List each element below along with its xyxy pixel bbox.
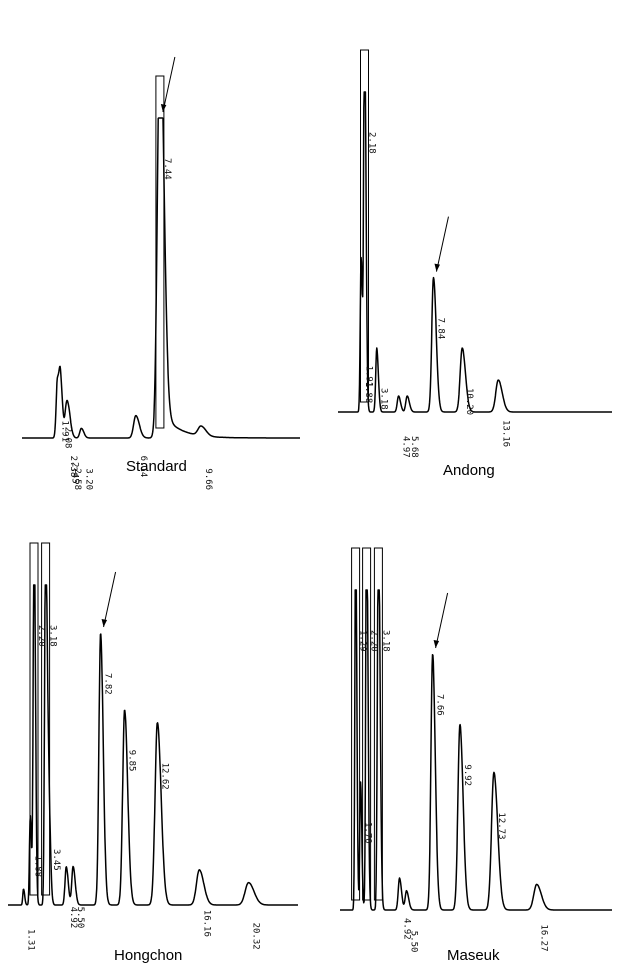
peak-label: 9.85 [127,750,137,772]
peak-label: 1.88 [363,382,373,404]
peak-label: 7.44 [162,158,172,180]
peak-label: 4.92 [68,907,78,929]
peak-label: 5.50 [75,907,85,929]
chromatogram-standard: Standard 1.912.08 2.382.452.58 3.20 6.14 7.4… [21,56,301,490]
peak-label: 13.16 [500,420,510,447]
offscale-peak-box [351,547,361,901]
peak-label: 4.92 [402,918,412,940]
peak-label: 16.16 [201,910,211,937]
peak-label: 12.73 [496,812,506,839]
arrowhead-icon [434,263,440,272]
chromatogram-trace [337,91,613,413]
peak-label: 1.29 [358,630,368,652]
peak-label: 3.20 [83,468,93,490]
peak-label: 5.68 [409,436,419,458]
peak-label: 6.14 [138,456,148,478]
peak-label: 2.08 [63,427,73,449]
peak-label: 1.91 [59,420,69,442]
panel-caption-hongchon: Hongchon [114,947,182,964]
peak-label: 2.18 [367,132,377,154]
peak-label: 9.92 [462,764,472,786]
offscale-peak-box [155,75,165,429]
panel-caption-maseuk: Maseuk [447,947,500,964]
chromatogram-maseuk: Maseuk 1.29 1.70 2.20 3.18 4.925.50 7.66 9.92 1… [339,547,613,964]
chromatogram-hongchon: Hongchon 1.31 1.88 2.20 3.18 3.45 4.925.50 7.8… [7,542,299,964]
peak-label: 7.66 [435,694,445,716]
peak-label: 1.31 [26,929,36,951]
peak-label: 4.97 [401,436,411,458]
peak-label: 2.20 [369,630,379,652]
chromatogram-trace [339,589,613,911]
peak-label: 20.32 [251,923,261,950]
panel-caption-andong: Andong [443,462,495,479]
peak-label: 1.70 [363,822,373,844]
peak-label: 5.50 [409,931,419,953]
peak-label: 2.20 [36,625,46,647]
arrowhead-icon [433,640,440,648]
chromatogram-trace [21,117,301,439]
peak-label: 1.91 [363,366,373,388]
peak-label: 3.18 [379,388,389,410]
peak-label: 2.58 [72,468,82,490]
peak-label: 2.45 [69,462,79,484]
peak-label: 7.84 [436,318,446,340]
peak-label: 16.27 [539,924,549,951]
offscale-peak-box [41,542,51,896]
peak-label: 2.38 [68,456,78,478]
arrowhead-icon [101,619,108,627]
peak-label: 3.18 [380,630,390,652]
offscale-peak-box [360,49,369,403]
chromatogram-trace [7,584,299,906]
arrowhead-icon [160,104,167,112]
offscale-peak-box [29,542,39,896]
target-peak-arrow [435,216,449,272]
target-peak-arrow [162,56,176,113]
peak-label: 12.62 [159,763,169,790]
peak-label: 7.82 [103,673,113,695]
target-peak-arrow [435,592,449,649]
peak-label: 9.66 [203,468,213,490]
panel-caption-standard: Standard [126,458,187,475]
offscale-peak-box [362,547,372,901]
peak-label: 10.20 [464,388,474,415]
target-peak-arrow [103,571,117,628]
offscale-peak-box [373,547,383,901]
peak-label: 3.18 [48,625,58,647]
peak-label: 3.45 [51,849,61,871]
chromatogram-andong: Andong 1.911.88 2.18 3.18 4.975.68 7.84 10.20… [337,49,613,479]
peak-label: 1.88 [32,855,42,877]
